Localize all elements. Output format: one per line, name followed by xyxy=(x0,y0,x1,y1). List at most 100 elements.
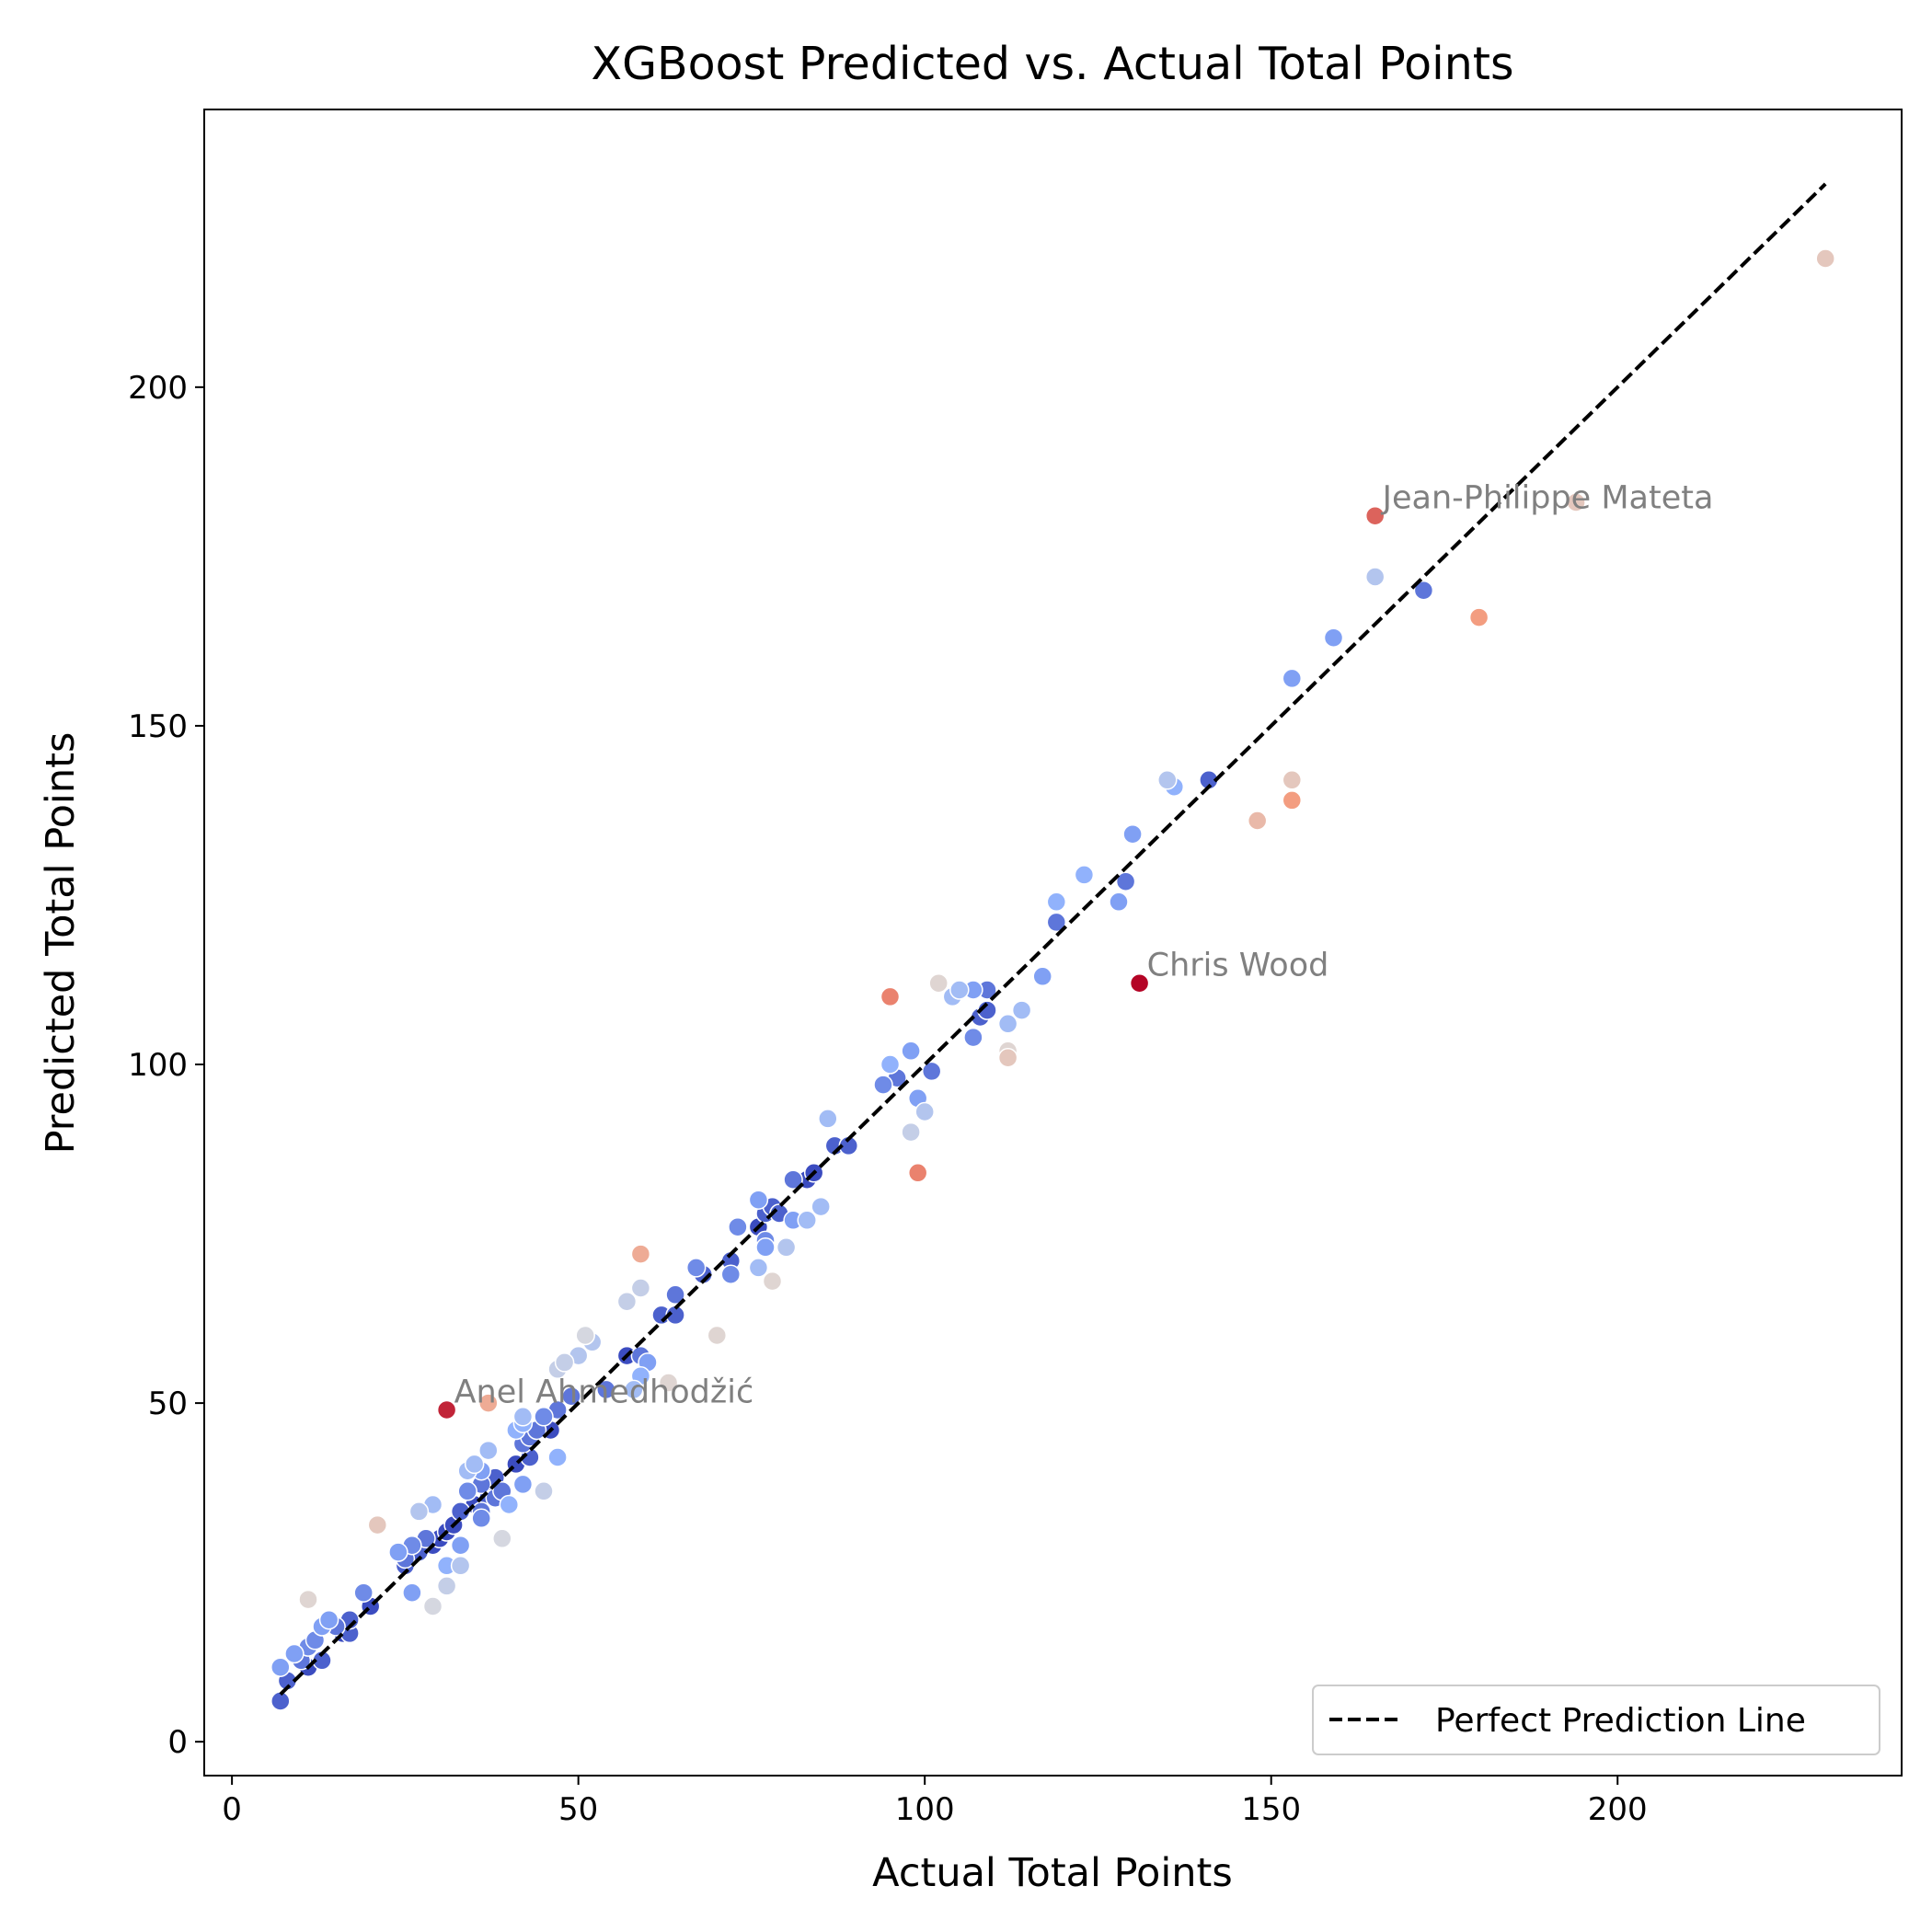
y-tick-label: 200 xyxy=(128,370,188,407)
data-point xyxy=(797,1210,817,1231)
data-point xyxy=(575,1325,595,1346)
data-point xyxy=(492,1528,512,1549)
data-point xyxy=(914,1101,935,1122)
data-point xyxy=(665,1284,685,1305)
data-point xyxy=(1282,790,1303,811)
annotations-layer: Jean-Philippe Mateta Chris Wood Anel Ahmed… xyxy=(454,480,1714,1411)
data-point xyxy=(1157,770,1178,790)
legend-frame xyxy=(1312,1685,1880,1755)
data-point xyxy=(1413,580,1434,601)
x-axis-label: Actual Total Points xyxy=(872,1850,1233,1896)
x-tick-label: 200 xyxy=(1588,1791,1648,1828)
data-point xyxy=(630,1278,651,1298)
data-point xyxy=(596,1379,616,1400)
data-point xyxy=(1046,912,1067,933)
data-point xyxy=(534,1407,554,1427)
data-point xyxy=(748,1190,769,1210)
data-point xyxy=(1815,248,1835,269)
data-point xyxy=(554,1352,575,1373)
data-point xyxy=(880,986,901,1007)
legend: Perfect Prediction Line xyxy=(1312,1685,1880,1755)
data-point xyxy=(963,1027,983,1048)
data-point xyxy=(388,1542,408,1562)
points-layer xyxy=(270,248,1835,1711)
data-point xyxy=(921,1061,942,1082)
data-point xyxy=(471,1508,491,1529)
y-tick-label: 50 xyxy=(148,1386,188,1422)
data-point xyxy=(298,1589,318,1610)
x-tick-label: 50 xyxy=(558,1791,598,1828)
point-annotation: Jean-Philippe Mateta xyxy=(1381,480,1714,517)
data-point xyxy=(624,1379,644,1400)
plot-area-frame xyxy=(203,109,1903,1777)
data-point xyxy=(997,1014,1018,1034)
data-point xyxy=(478,1440,499,1461)
data-point xyxy=(270,1657,291,1677)
data-point xyxy=(811,1196,831,1217)
data-point xyxy=(1074,865,1095,885)
data-point xyxy=(880,1054,901,1075)
data-point xyxy=(685,1258,707,1278)
data-point xyxy=(928,972,949,994)
reference-line-layer xyxy=(279,182,1827,1696)
data-point xyxy=(1566,492,1586,512)
y-tick-label: 150 xyxy=(128,708,188,745)
data-point xyxy=(630,1244,651,1264)
x-tick-label: 150 xyxy=(1241,1791,1301,1828)
data-point xyxy=(450,1556,471,1576)
data-point xyxy=(547,1447,568,1467)
data-point xyxy=(1364,567,1386,587)
perfect-prediction-line xyxy=(279,182,1827,1696)
data-point xyxy=(997,1047,1018,1068)
y-axis-ticks: 0 50 100 150 200 xyxy=(128,370,204,1761)
data-point xyxy=(755,1237,776,1258)
data-point xyxy=(436,1576,457,1596)
data-point xyxy=(436,1399,457,1420)
data-point xyxy=(1011,1000,1032,1020)
x-tick-label: 0 xyxy=(222,1791,242,1828)
data-point xyxy=(1032,966,1052,987)
chart-title: XGBoost Predicted vs. Actual Total Point… xyxy=(592,38,1514,90)
data-point xyxy=(512,1474,534,1495)
data-point xyxy=(284,1643,305,1664)
data-point xyxy=(818,1109,838,1129)
data-point xyxy=(1323,627,1344,648)
data-point xyxy=(1122,823,1143,845)
data-point xyxy=(457,1481,477,1501)
data-point xyxy=(783,1169,803,1190)
data-point xyxy=(1115,871,1136,891)
data-point xyxy=(1129,972,1150,994)
data-point xyxy=(408,1501,430,1522)
data-point xyxy=(707,1325,728,1346)
data-point xyxy=(402,1582,422,1603)
data-point xyxy=(270,1691,291,1711)
data-point xyxy=(1282,770,1303,790)
data-point xyxy=(512,1407,534,1427)
data-point xyxy=(1468,607,1489,627)
data-point xyxy=(534,1481,554,1501)
data-point xyxy=(762,1271,783,1292)
data-point xyxy=(776,1237,797,1258)
point-annotation: Anel Ahmedhodžić xyxy=(454,1374,754,1410)
data-point xyxy=(353,1582,374,1603)
data-point xyxy=(1046,891,1067,913)
data-point xyxy=(561,1386,581,1407)
data-point xyxy=(728,1216,748,1237)
data-point xyxy=(450,1535,471,1556)
data-point xyxy=(720,1264,742,1284)
data-point xyxy=(1364,505,1386,526)
x-tick-label: 100 xyxy=(895,1791,955,1828)
legend-label: Perfect Prediction Line xyxy=(1435,1702,1806,1740)
data-point xyxy=(907,1163,928,1183)
data-point xyxy=(748,1258,769,1278)
data-point xyxy=(1109,891,1129,913)
data-point xyxy=(499,1494,520,1515)
data-point xyxy=(422,1596,443,1616)
x-axis-ticks: 0 50 100 150 200 xyxy=(222,1776,1648,1828)
point-annotation: Chris Wood xyxy=(1147,948,1329,984)
data-point xyxy=(616,1291,638,1312)
data-point xyxy=(367,1514,388,1535)
data-point xyxy=(1282,668,1303,689)
